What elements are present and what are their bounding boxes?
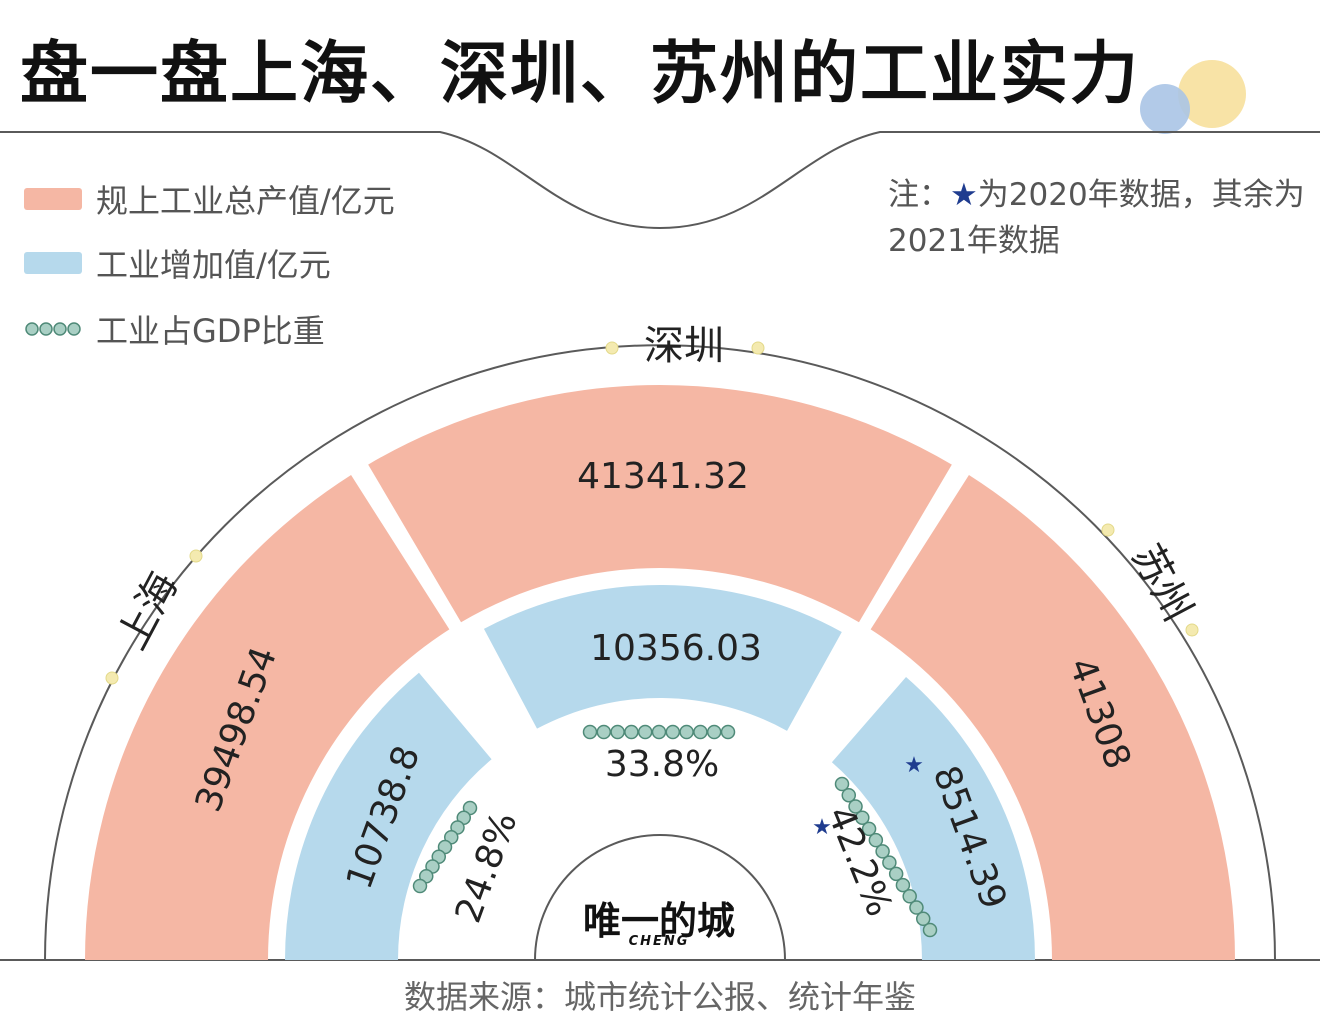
share-beads-2-bead-13	[922, 922, 938, 938]
source-text: 数据来源：城市统计公报、统计年鉴	[403, 978, 916, 1016]
legend-beads-icon	[25, 322, 81, 336]
arc-dot-1	[189, 549, 203, 563]
star-icon: ★	[950, 177, 978, 213]
share-beads-1	[582, 724, 736, 740]
share-beads-2-bead-12	[915, 911, 931, 927]
arc-dot-5	[1185, 623, 1199, 637]
share-beads-1-bead-9	[706, 724, 722, 740]
bar-added-0	[285, 672, 492, 960]
share-beads-2-bead-11	[909, 900, 924, 915]
share-label-1: 33.8%	[605, 744, 719, 785]
arc-dot-2	[605, 341, 619, 355]
share-beads-0	[412, 800, 478, 894]
arc-dot-4	[1101, 523, 1115, 537]
inner-arc-line	[534, 834, 786, 961]
share-beads-2	[834, 776, 938, 938]
legend-item-output: 规上工业总产值/亿元	[24, 176, 395, 222]
share-beads-1-bead-4	[637, 724, 653, 740]
legend-swatch-added	[24, 252, 82, 274]
bar-output-label-1: 41341.32	[577, 456, 749, 497]
share-beads-0-bead-8	[412, 878, 428, 894]
decor-blue-circle	[1140, 84, 1190, 134]
share-beads-2-bead-0	[834, 776, 850, 792]
legend-item-share: 工业占GDP比重	[24, 306, 325, 352]
outer-arc-line	[44, 344, 1276, 961]
share-beads-2-bead-6	[875, 844, 890, 859]
bar-output-2	[870, 475, 1235, 960]
city-label-1: 深圳	[644, 323, 724, 369]
share-beads-2-bead-5	[868, 832, 884, 848]
note-text: 注：★为2020年数据，其余为2021年数据	[888, 172, 1308, 264]
note-prefix: 注：	[888, 177, 950, 213]
share-beads-2-bead-2	[848, 799, 863, 814]
brand-name: 唯一的城	[582, 899, 735, 943]
legend-label-output: 规上工业总产值/亿元	[96, 182, 395, 220]
city-label-0: 上海	[109, 565, 187, 657]
legend-label-added: 工业增加值/亿元	[96, 246, 331, 284]
share-beads-2-bead-3	[855, 810, 870, 825]
share-beads-1-bead-7	[679, 724, 694, 740]
decor-yellow-circle	[1178, 60, 1246, 128]
arc-dot-3	[751, 341, 765, 355]
bar-added-2	[831, 676, 1035, 960]
legend-swatch-output	[24, 188, 82, 210]
legend-label-share: 工业占GDP比重	[96, 312, 325, 350]
star-icon-share: ★	[812, 815, 832, 840]
share-beads-2-bead-4	[861, 821, 877, 837]
share-beads-1-bead-6	[665, 724, 681, 740]
share-beads-2-bead-8	[888, 866, 904, 882]
header-frame-line	[0, 131, 1320, 230]
bar-added-label-1: 10356.03	[590, 628, 762, 669]
city-label-2: 苏州	[1123, 537, 1201, 629]
bar-added-1	[483, 584, 842, 731]
share-beads-1-bead-8	[693, 724, 708, 740]
share-beads-1-bead-5	[651, 724, 667, 740]
share-beads-2-bead-9	[895, 877, 911, 893]
legend-item-added: 工业增加值/亿元	[24, 240, 331, 286]
star-icon-added: ★	[904, 753, 924, 778]
share-beads-2-bead-10	[902, 889, 917, 904]
share-beads-2-bead-1	[841, 787, 857, 803]
share-beads-1-bead-3	[624, 724, 639, 740]
arc-dot-0	[105, 671, 119, 685]
share-beads-2-bead-7	[882, 855, 897, 870]
note-body: 为2020年数据，其余为2021年数据	[888, 177, 1305, 259]
share-beads-1-bead-10	[720, 724, 736, 740]
bar-output-1	[368, 385, 952, 623]
share-beads-1-bead-2	[610, 724, 625, 740]
bar-output-0	[85, 475, 450, 960]
share-beads-1-bead-0	[582, 724, 598, 740]
brand-sub: CHENG	[628, 934, 690, 949]
page-title: 盘一盘上海、深圳、苏州的工业实力	[20, 35, 1141, 114]
share-beads-1-bead-1	[596, 724, 612, 740]
